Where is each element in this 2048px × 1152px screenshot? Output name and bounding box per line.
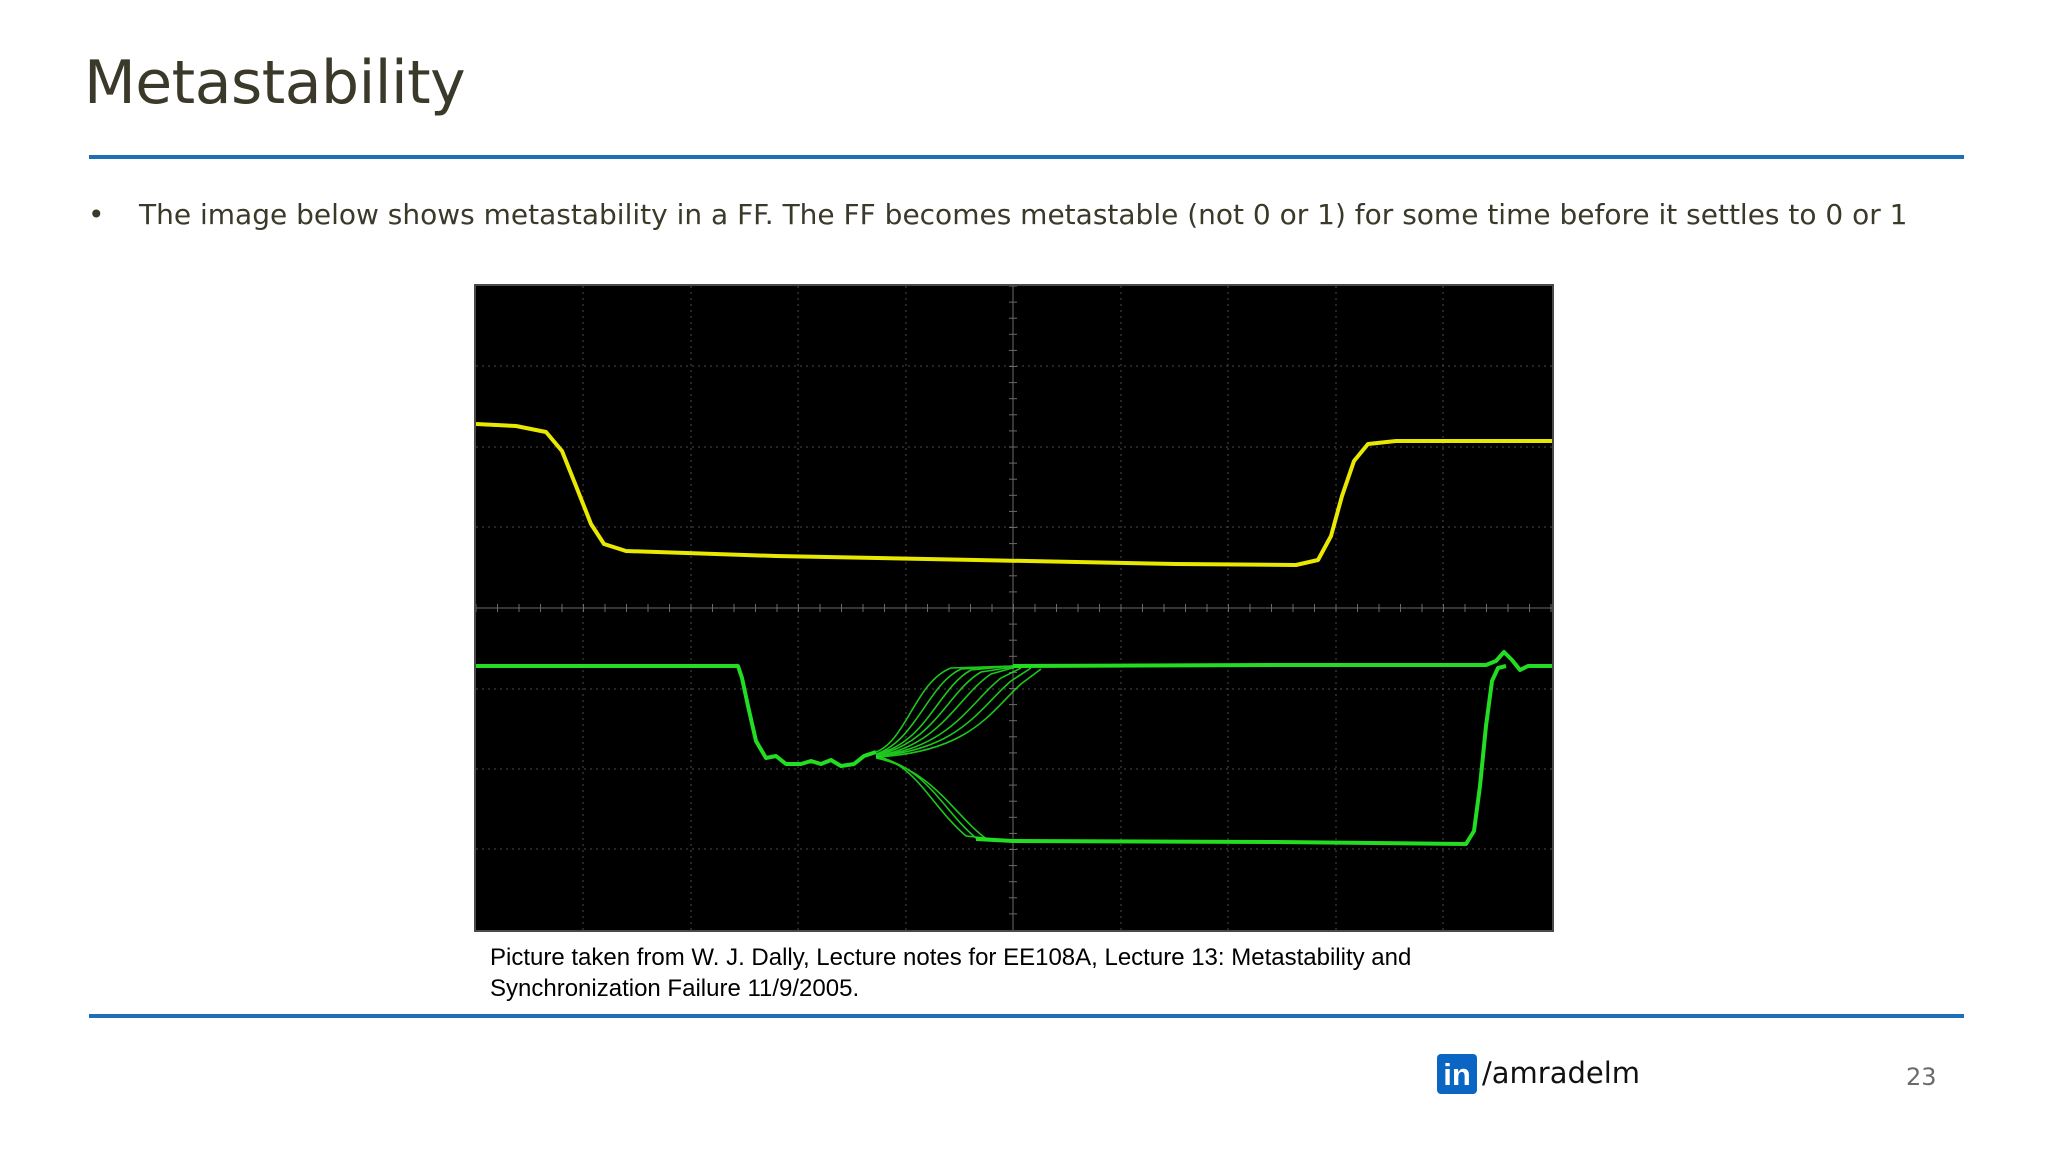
bullet-text: The image below shows metastability in a… [139, 198, 1908, 231]
metastable-traces-high [875, 665, 1042, 758]
slide-title: Metastability [84, 48, 466, 118]
caption-line-1: Picture taken from W. J. Dally, Lecture … [490, 944, 1412, 971]
output-trace-low [975, 664, 1507, 846]
image-caption: Picture taken from W. J. Dally, Lecture … [490, 942, 1411, 1004]
linkedin-icon[interactable]: in [1437, 1054, 1477, 1094]
scope-ticks [476, 286, 1552, 915]
output-trace-high [1012, 650, 1552, 672]
caption-line-2: Synchronization Failure 11/9/2005. [490, 975, 860, 1002]
metastable-traces-low [875, 755, 1014, 843]
bullet-marker: • [88, 198, 105, 231]
output-trace-green [476, 664, 877, 768]
page-number: 23 [1906, 1063, 1937, 1091]
top-divider [89, 155, 1964, 159]
bottom-divider [89, 1014, 1964, 1018]
bullet-item: • The image below shows metastability in … [88, 198, 1908, 231]
oscilloscope-traces [476, 286, 1552, 930]
linkedin-handle[interactable]: /amradelm [1482, 1056, 1641, 1090]
oscilloscope-image [474, 284, 1554, 932]
input-trace-yellow [476, 422, 1552, 567]
